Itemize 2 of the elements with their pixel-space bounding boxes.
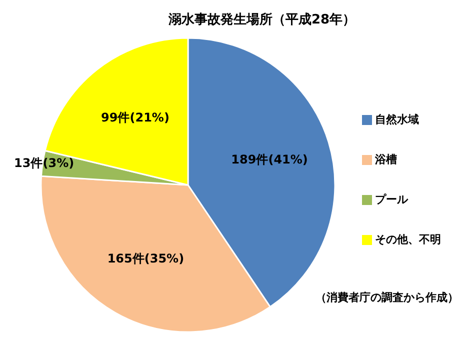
annotation: （消費者庁の調査から作成）	[316, 291, 458, 304]
title: 溺水事故発生場所（平成28年）	[168, 12, 356, 28]
